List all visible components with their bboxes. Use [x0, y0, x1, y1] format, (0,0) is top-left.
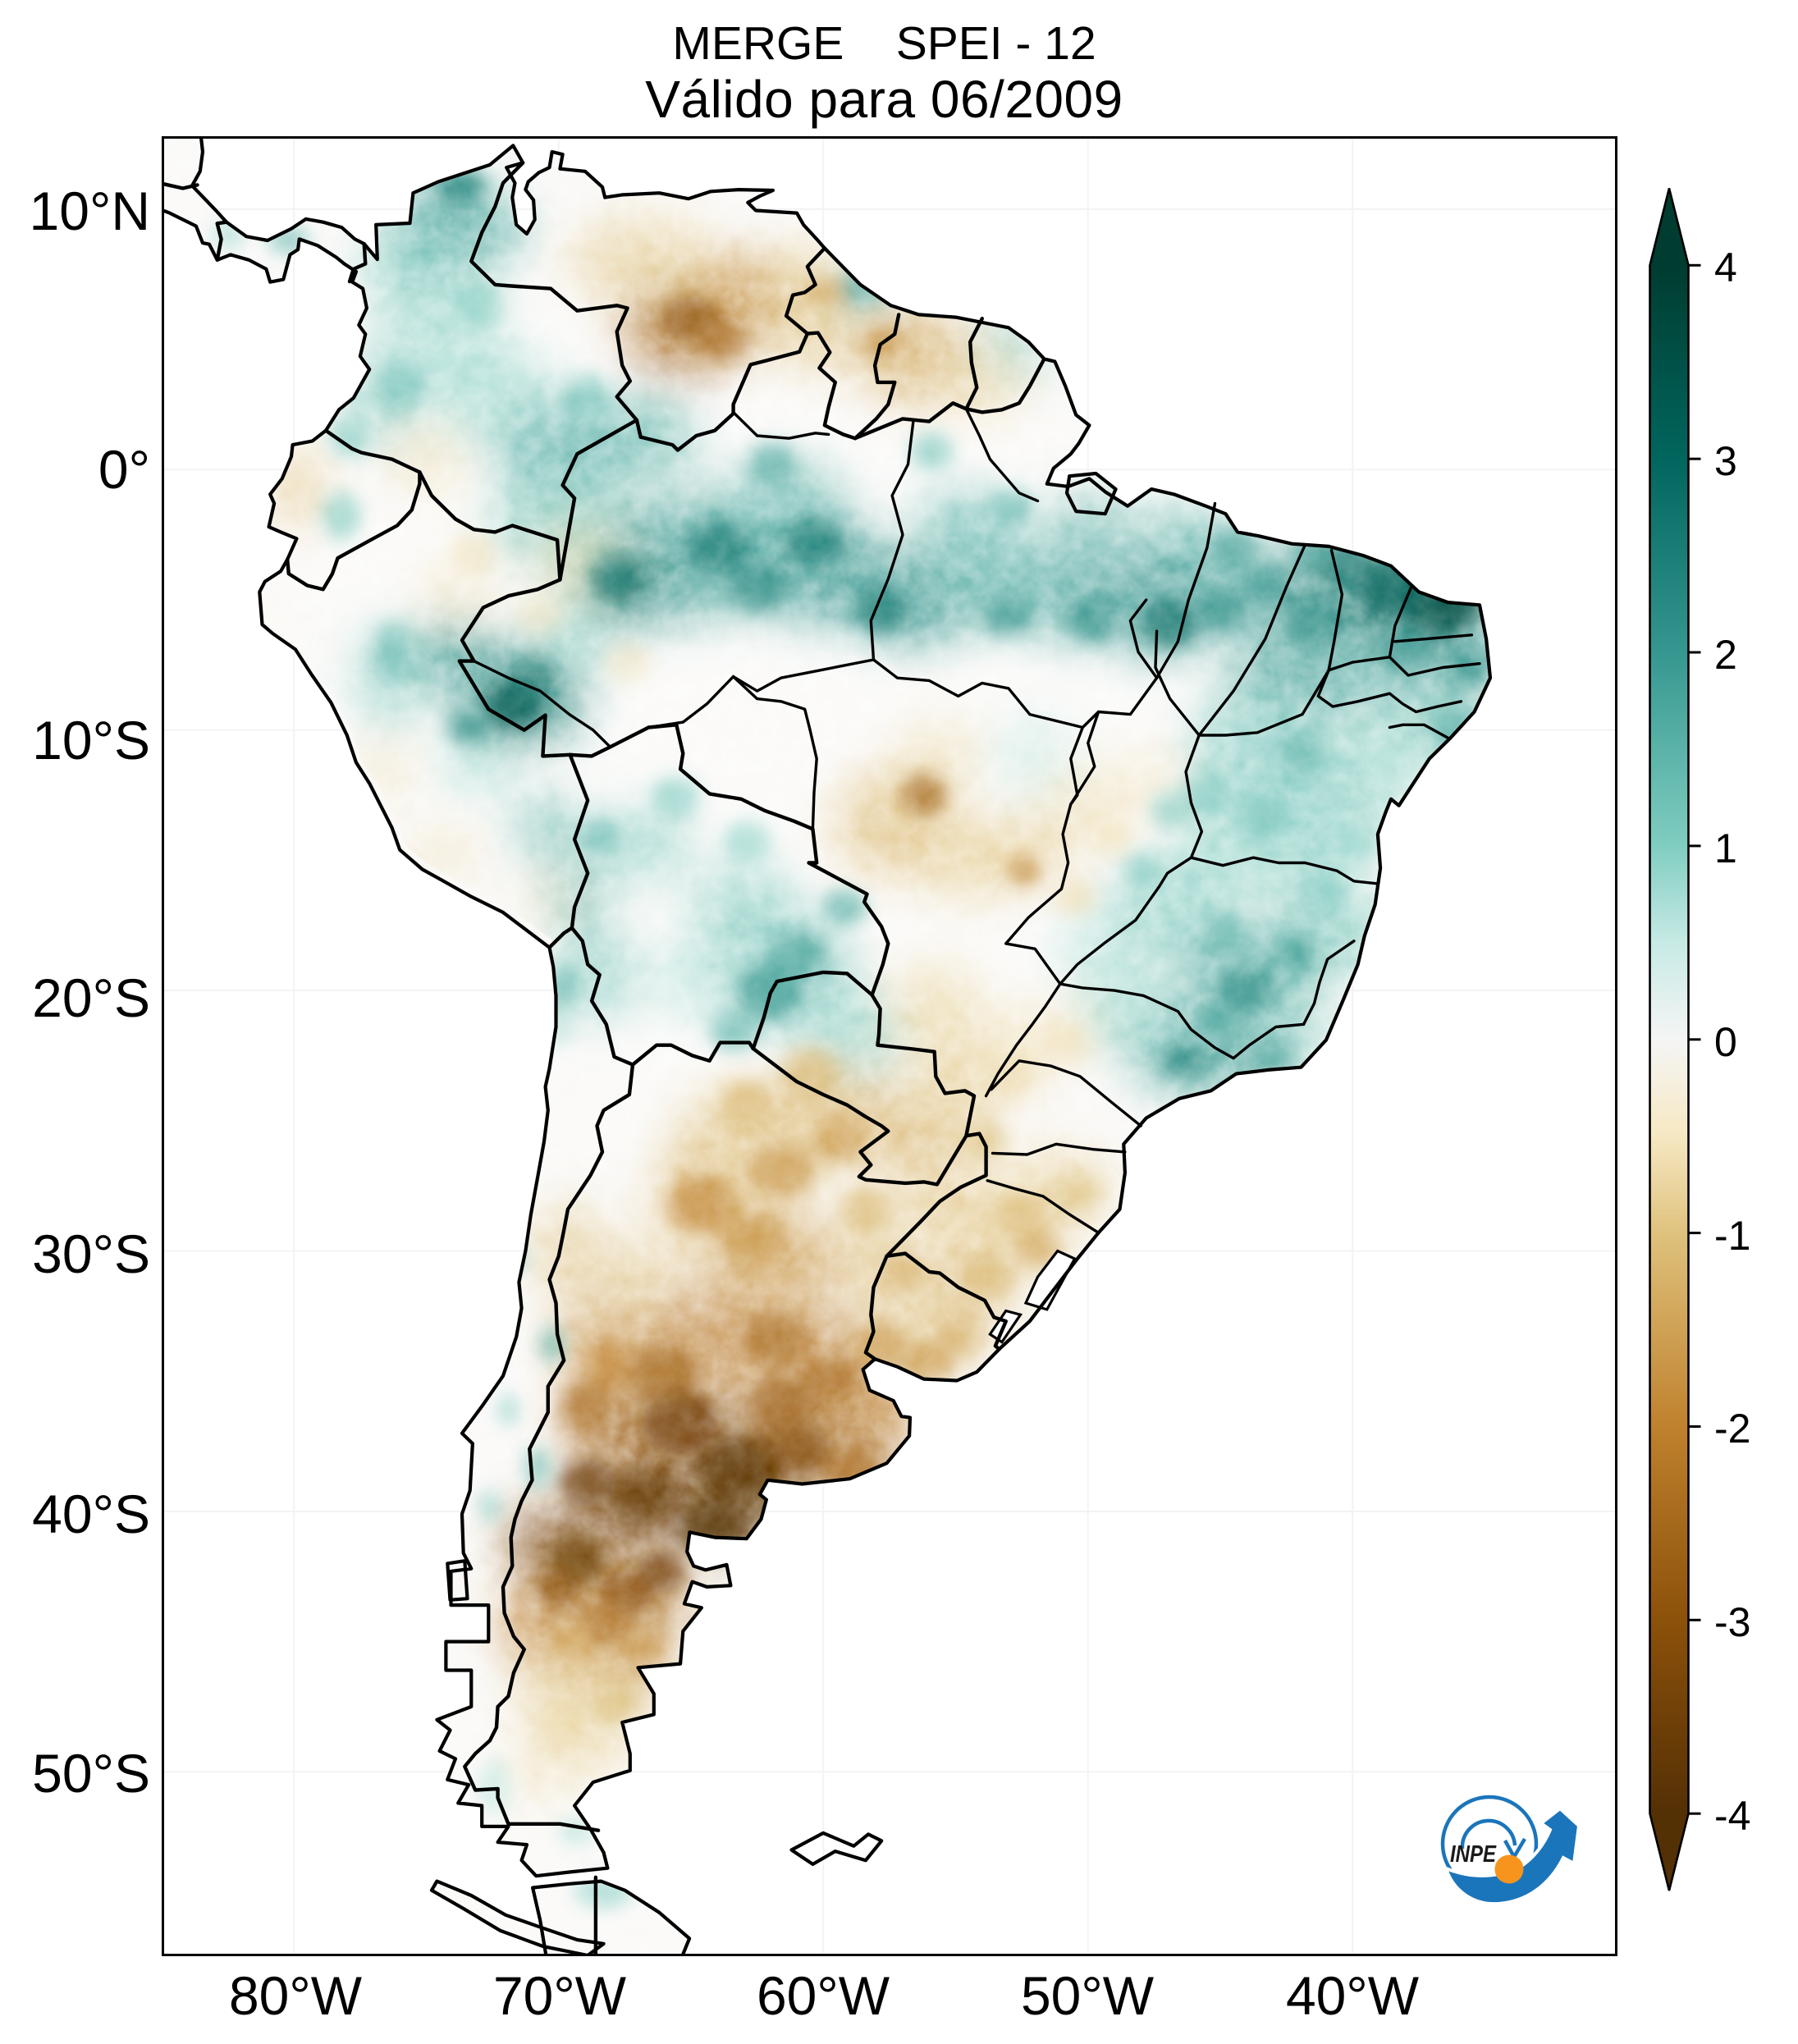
svg-text:INPE: INPE [1450, 1841, 1497, 1868]
